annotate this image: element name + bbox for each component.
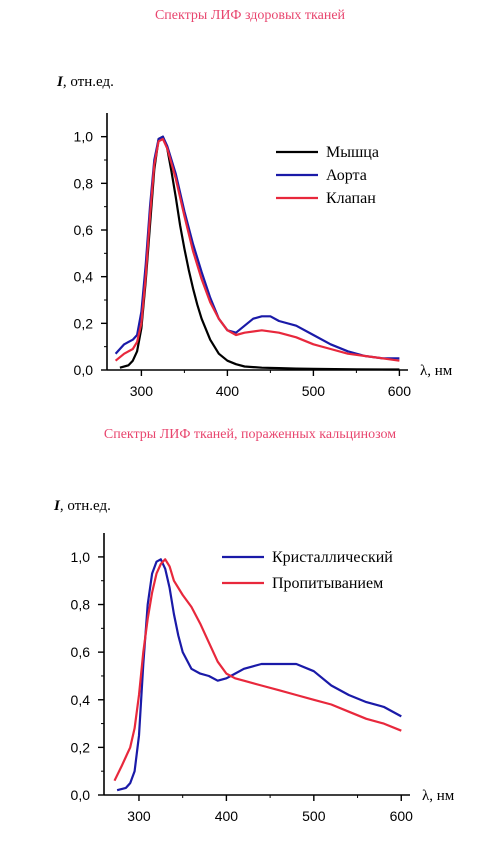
legend-label-2: Аорта bbox=[326, 167, 367, 184]
series-line-2 bbox=[113, 558, 402, 782]
x-axis-label: λ, нм bbox=[422, 788, 455, 804]
x-tick-label: 300 bbox=[127, 808, 151, 824]
y-tick-label: 0,4 bbox=[71, 692, 91, 708]
legend-label-1: Мышца bbox=[326, 144, 379, 161]
y-tick-label: 0,0 bbox=[74, 362, 94, 378]
x-tick-label: 300 bbox=[130, 383, 154, 399]
chart-panel-1: 300 400 500 600 0,0 0,2 0,4 0,6 0,8 1,0 λ, нм I, от… bbox=[56, 74, 453, 399]
y-tick-label: 0,8 bbox=[74, 175, 94, 191]
y-tick-label: 1,0 bbox=[74, 129, 94, 145]
y-axis-label: I, отн.ед. bbox=[53, 498, 111, 514]
legend-label-3: Клапан bbox=[326, 190, 376, 207]
y-tick-label: 1,0 bbox=[71, 549, 91, 565]
x-tick-label: 500 bbox=[302, 808, 326, 824]
x-tick-label: 600 bbox=[388, 383, 412, 399]
x-tick-label: 500 bbox=[302, 383, 326, 399]
series-line-3 bbox=[114, 137, 400, 362]
x-tick-label: 400 bbox=[215, 808, 239, 824]
chart-title-healthy: Спектры ЛИФ здоровых тканей bbox=[154, 8, 346, 23]
y-tick-label: 0,0 bbox=[71, 787, 91, 803]
y-tick-label: 0,6 bbox=[74, 222, 94, 238]
y-tick-label: 0,4 bbox=[74, 269, 94, 285]
y-axis-label: I, отн.ед. bbox=[56, 74, 114, 90]
series-line-1 bbox=[116, 558, 402, 792]
legend-label-2: Пропитыванием bbox=[272, 575, 383, 592]
x-tick-label: 600 bbox=[390, 808, 414, 824]
legend-label-1: Кристаллический bbox=[272, 549, 393, 566]
y-tick-label: 0,8 bbox=[71, 597, 91, 613]
y-tick-label: 0,2 bbox=[71, 739, 91, 755]
chart-panel-2: 300 400 500 600 0,0 0,2 0,4 0,6 0,8 1,0 λ, нм I, от… bbox=[53, 498, 455, 824]
x-tick-label: 400 bbox=[216, 383, 240, 399]
chart-title-calcinosis: Спектры ЛИФ тканей, пораженных кальциноз… bbox=[103, 427, 397, 442]
y-tick-label: 0,6 bbox=[71, 644, 91, 660]
x-axis-label: λ, нм bbox=[420, 363, 453, 379]
y-tick-label: 0,2 bbox=[74, 315, 94, 331]
